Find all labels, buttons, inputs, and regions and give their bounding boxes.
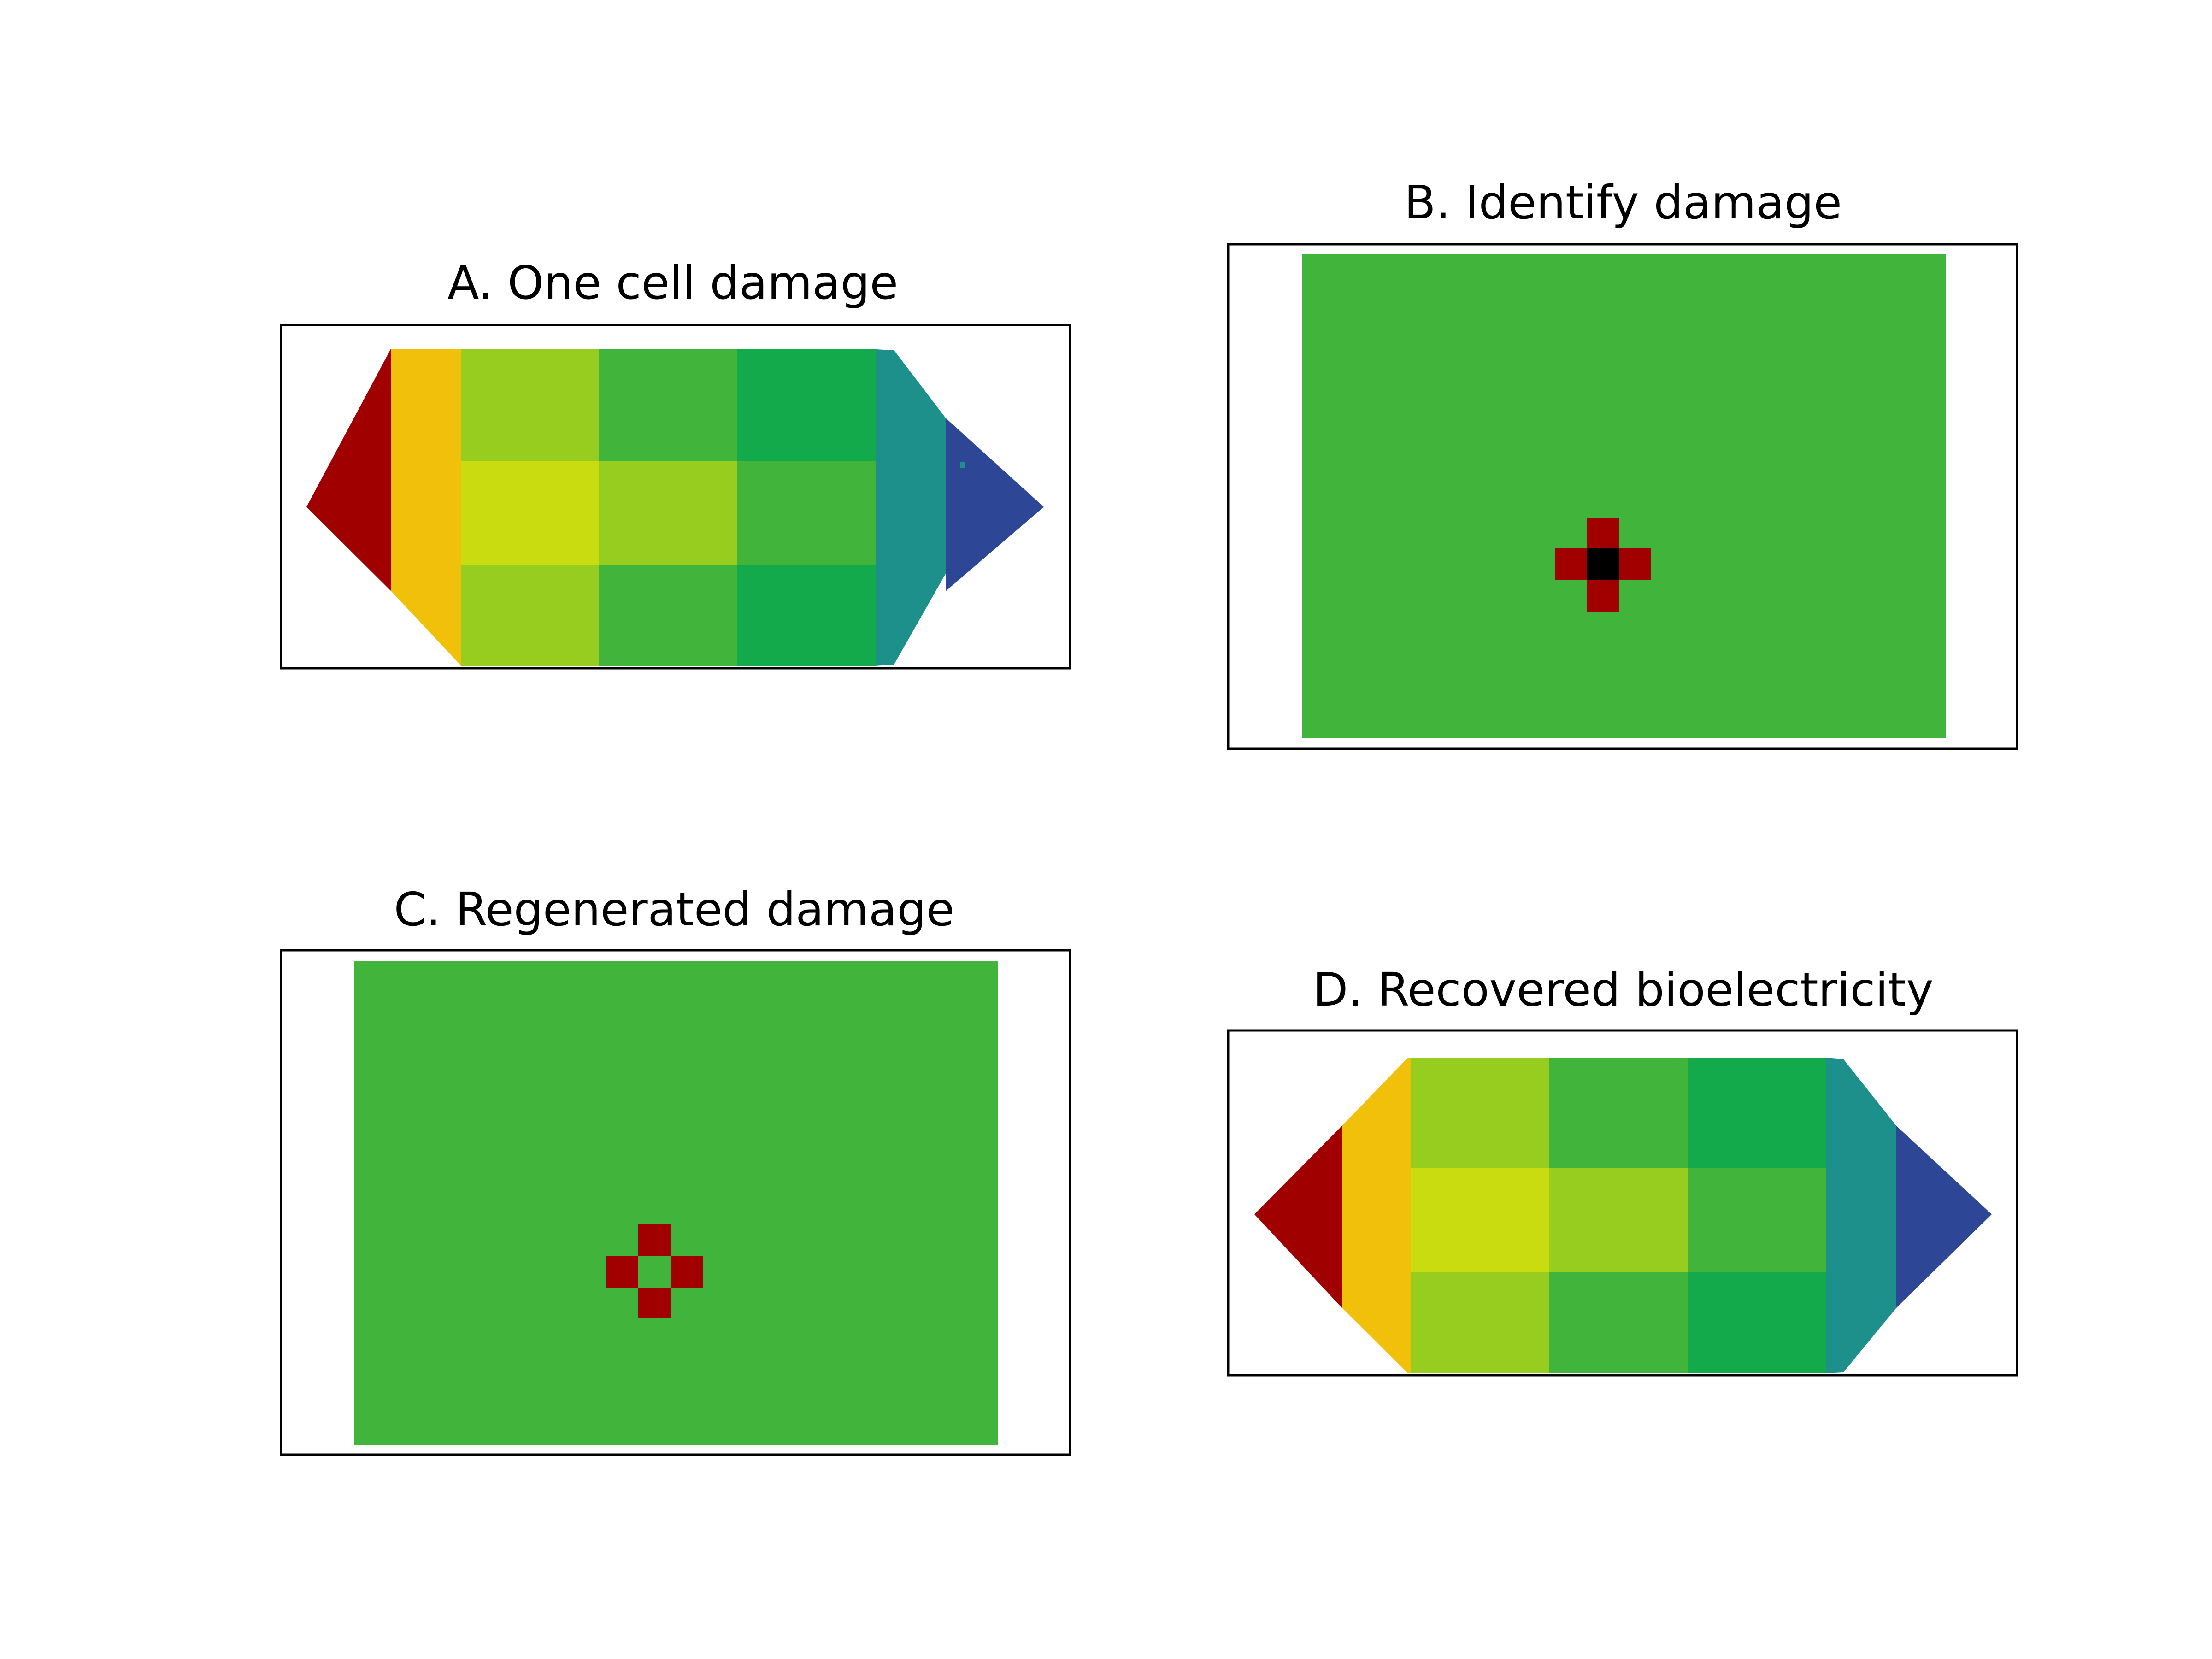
panel-a-left-red-tip bbox=[306, 349, 391, 591]
panel-a-teal-band bbox=[876, 349, 946, 666]
panel-d-left-red-tip bbox=[1254, 1126, 1342, 1308]
panel-d-cell bbox=[1549, 1272, 1688, 1373]
panel-b: B. Identify damage bbox=[1228, 176, 2017, 749]
panel-d-cell bbox=[1411, 1168, 1549, 1272]
panel-b-neighbor-left bbox=[1555, 548, 1588, 580]
panel-a-cell bbox=[737, 349, 876, 461]
panel-a-cell bbox=[599, 565, 737, 666]
panel-a-cell bbox=[461, 349, 599, 461]
panel-a: A. One cell damage bbox=[281, 256, 1070, 668]
panel-c-tissue bbox=[354, 961, 998, 1445]
panel-b-neighbor-top bbox=[1587, 518, 1619, 548]
panel-b-title: B. Identify damage bbox=[1404, 176, 1842, 229]
panel-a-cell bbox=[461, 461, 599, 565]
panel-d-orange-band bbox=[1342, 1058, 1411, 1373]
panel-a-damaged-cell bbox=[960, 462, 965, 468]
panel-b-neighbor-bottom bbox=[1587, 580, 1619, 612]
panel-d-title: D. Recovered bioelectricity bbox=[1312, 963, 1933, 1017]
panel-d-cell bbox=[1688, 1272, 1826, 1373]
panel-a-tissue bbox=[306, 349, 1044, 666]
panel-d: D. Recovered bioelectricity bbox=[1228, 963, 2017, 1375]
panel-d-cell bbox=[1549, 1168, 1688, 1272]
panel-d-cell bbox=[1688, 1168, 1826, 1272]
panel-b-tissue bbox=[1302, 254, 1946, 738]
panel-a-cell bbox=[737, 565, 876, 666]
panel-a-right-blue-tip bbox=[946, 418, 1044, 591]
panel-a-title: A. One cell damage bbox=[447, 256, 898, 310]
panel-c-neighbor-left bbox=[606, 1256, 638, 1288]
panel-d-cell bbox=[1688, 1058, 1826, 1168]
panel-b-neighbor-right bbox=[1619, 548, 1651, 580]
panel-d-cell bbox=[1411, 1058, 1549, 1168]
panel-b-damaged-cell bbox=[1587, 548, 1619, 580]
panel-d-teal-band bbox=[1826, 1058, 1896, 1373]
panel-a-cell bbox=[461, 565, 599, 666]
panel-c: C. Regenerated damage bbox=[281, 882, 1070, 1455]
panel-c-neighbor-right bbox=[671, 1256, 703, 1288]
panel-a-cell bbox=[737, 461, 876, 565]
panel-c-neighbor-bottom bbox=[638, 1288, 671, 1318]
panel-c-title: C. Regenerated damage bbox=[394, 882, 955, 936]
panel-c-neighbor-top bbox=[638, 1224, 671, 1256]
panel-d-cell bbox=[1549, 1058, 1688, 1168]
panel-a-cell bbox=[599, 349, 737, 461]
panel-a-cell bbox=[599, 461, 737, 565]
panel-a-orange-band bbox=[391, 349, 461, 666]
panel-d-right-blue-tip bbox=[1896, 1126, 1992, 1308]
panel-d-tissue bbox=[1254, 1058, 1992, 1373]
panel-d-cell bbox=[1411, 1272, 1549, 1373]
